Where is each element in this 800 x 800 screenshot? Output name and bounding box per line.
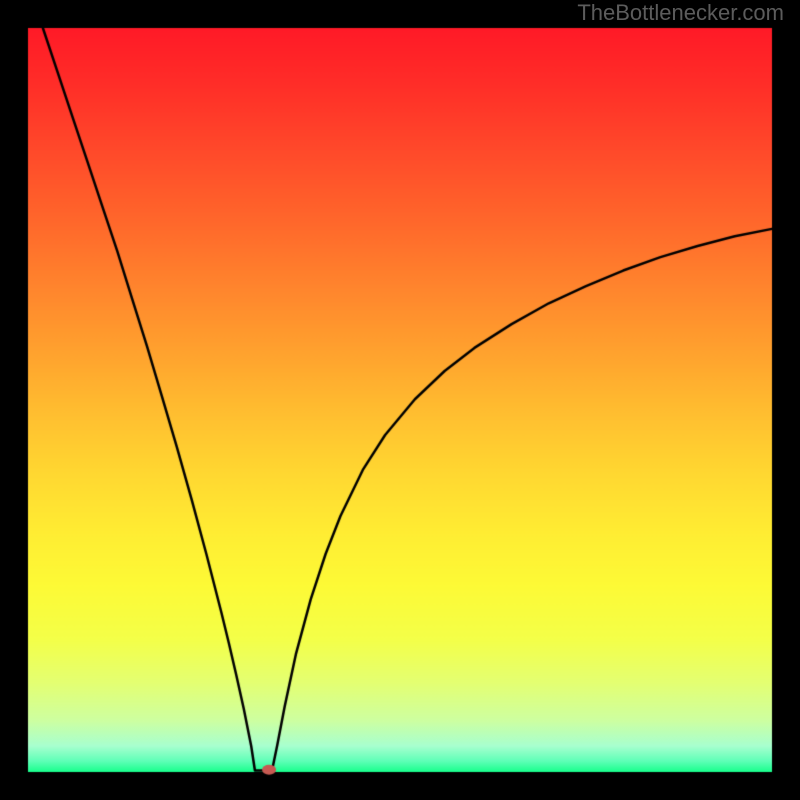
bottleneck-chart-canvas (0, 0, 800, 800)
